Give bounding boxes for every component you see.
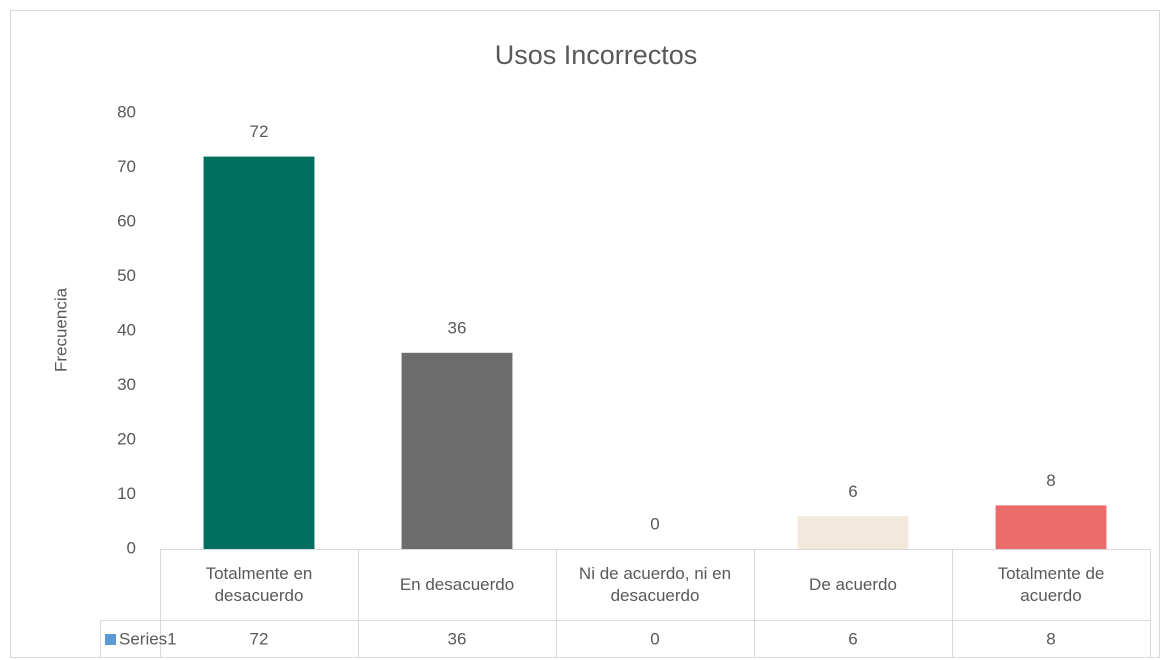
x-tick-label: Ni de acuerdo, ni en desacuerdo <box>556 549 754 620</box>
table-value: 8 <box>1046 629 1055 648</box>
x-tick-label: En desacuerdo <box>358 549 556 620</box>
table-value: 72 <box>250 629 269 648</box>
category-cell: En desacuerdo <box>358 549 556 620</box>
data-label: 72 <box>250 122 269 141</box>
x-tick-label: Totalmente en desacuerdo <box>160 549 358 620</box>
x-tick-text: De acuerdo <box>809 574 897 594</box>
data-label: 8 <box>1046 471 1055 490</box>
data-label: 6 <box>848 482 857 501</box>
x-tick-label: Totalmente de acuerdo <box>952 549 1150 620</box>
chart-title: Usos Incorrectos <box>495 40 698 70</box>
y-tick-label: 10 <box>117 484 136 503</box>
x-tick-label: De acuerdo <box>754 549 952 620</box>
y-tick-label: 30 <box>117 375 136 394</box>
x-tick-text: Totalmente en desacuerdo <box>205 564 313 605</box>
y-tick-label: 70 <box>117 157 136 176</box>
y-tick-label: 50 <box>117 266 136 285</box>
data-label: 36 <box>448 318 467 337</box>
category-cell: Totalmente en desacuerdo <box>160 549 358 620</box>
category-cell: Totalmente de acuerdo <box>952 549 1150 620</box>
x-tick-text: Ni de acuerdo, ni en desacuerdo <box>578 564 732 605</box>
bar <box>401 352 513 549</box>
bar <box>797 516 909 549</box>
y-tick-label: 60 <box>117 211 136 230</box>
y-axis-label: Frecuencia <box>51 287 70 372</box>
table-value: 0 <box>650 629 659 648</box>
category-cell: De acuerdo <box>754 549 952 620</box>
table-value: 6 <box>848 629 857 648</box>
y-tick-label: 0 <box>127 538 136 557</box>
x-tick-text: En desacuerdo <box>399 574 515 594</box>
bar <box>995 505 1107 549</box>
y-tick-label: 20 <box>117 429 136 448</box>
category-cell: Ni de acuerdo, ni en desacuerdo <box>556 549 754 620</box>
legend-key <box>105 634 116 645</box>
y-tick-label: 80 <box>117 102 136 121</box>
bar <box>203 156 315 549</box>
x-tick-text: Totalmente de acuerdo <box>997 564 1105 605</box>
legend-label: Series1 <box>119 629 177 648</box>
table-value: 36 <box>448 629 467 648</box>
data-label: 0 <box>650 514 659 533</box>
y-tick-label: 40 <box>117 320 136 339</box>
